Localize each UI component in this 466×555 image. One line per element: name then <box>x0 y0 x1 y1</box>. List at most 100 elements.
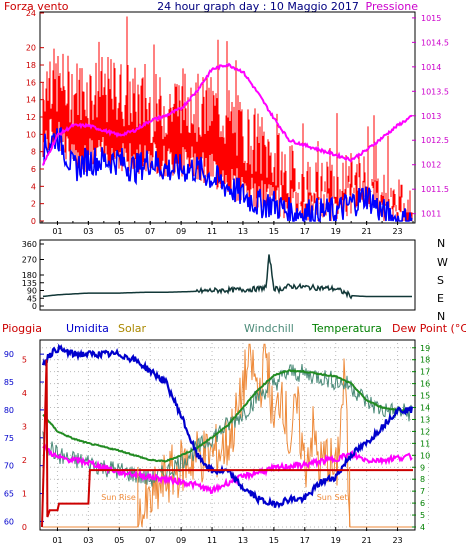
rain-y-tick-label: 2 <box>22 456 27 465</box>
wind-x-tick-label: 23 <box>392 227 402 236</box>
wind-y-tick-label: 6 <box>31 165 36 174</box>
dewpoint-label: Dew Point (°C) <box>392 322 466 335</box>
wind-y-tick-label: 0 <box>31 217 36 226</box>
direction-y-tick-label: 45 <box>27 294 37 303</box>
pressure-line <box>42 62 412 166</box>
direction-panel-frame <box>39 239 416 311</box>
rain-y-tick-label: 5 <box>22 356 27 365</box>
direction-y-tick-label: 0 <box>32 302 37 311</box>
temperature-y-tick-label: 11 <box>420 439 430 448</box>
multi-x-tick-label: 03 <box>83 536 93 545</box>
humidity-y-tick-label: 65 <box>4 490 14 499</box>
pressure-label: Pressione <box>366 0 419 13</box>
pressure-y-tick-label: 1013 <box>421 112 441 121</box>
wind-force-label: Forza vento <box>4 0 69 13</box>
temperature-y-tick-label: 19 <box>420 344 430 353</box>
compass-label: W <box>437 256 448 269</box>
temperature-line <box>42 368 413 463</box>
temperature-label: Temperatura <box>311 322 382 335</box>
solar-line <box>43 343 412 528</box>
direction-y-tick-label: 360 <box>22 240 37 249</box>
multi-x-tick-label: 05 <box>114 536 124 545</box>
wind-y-tick-label: 2 <box>31 200 36 209</box>
solar-label: Solar <box>118 322 147 335</box>
wind-x-tick-label: 07 <box>145 227 155 236</box>
temperature-y-tick-label: 5 <box>420 511 425 520</box>
compass-label: E <box>437 292 444 305</box>
compass-label: S <box>437 274 444 287</box>
multi-x-tick-label: 23 <box>392 536 402 545</box>
multi-x-tick-label: 13 <box>238 536 248 545</box>
multi-panel-frame <box>39 339 416 531</box>
wind-y-tick-label: 12 <box>26 113 36 122</box>
direction-y-tick-label: 90 <box>27 287 37 296</box>
wind-x-tick-label: 03 <box>83 227 93 236</box>
temperature-y-tick-label: 13 <box>420 415 430 424</box>
compass-label: N <box>437 310 445 323</box>
compass-label: N <box>437 237 445 250</box>
multi-x-tick-label: 19 <box>331 536 341 545</box>
wind-x-tick-label: 15 <box>269 227 279 236</box>
wind-y-tick-label: 16 <box>26 78 36 87</box>
wind-x-tick-label: 21 <box>362 227 372 236</box>
rain-label: Pioggia <box>2 322 42 335</box>
pressure-y-tick-label: 1011 <box>421 210 441 219</box>
temperature-y-tick-label: 15 <box>420 392 430 401</box>
wind-x-tick-label: 09 <box>176 227 186 236</box>
temperature-y-tick-label: 16 <box>420 380 430 389</box>
humidity-y-tick-label: 60 <box>4 517 14 526</box>
pressure-y-tick-label: 1014 <box>421 63 441 72</box>
temperature-y-tick-label: 12 <box>420 427 430 436</box>
direction-y-tick-label: 135 <box>22 279 37 288</box>
humidity-y-tick-label: 80 <box>4 406 14 415</box>
rain-y-tick-label: 3 <box>22 423 27 432</box>
wind-x-tick-label: 17 <box>300 227 310 236</box>
rain-y-tick-label: 1 <box>22 490 27 499</box>
wind-direction-line <box>42 254 412 300</box>
multi-x-tick-label: 01 <box>52 536 62 545</box>
sun-set-label: Sun Set <box>317 493 348 502</box>
multi-x-tick-label: 11 <box>207 536 217 545</box>
pressure-y-tick-label: 1011.5 <box>421 185 449 194</box>
wind-y-tick-label: 20 <box>26 44 36 53</box>
humidity-y-tick-label: 70 <box>4 462 14 471</box>
temperature-y-tick-label: 9 <box>420 463 425 472</box>
wind-y-tick-label: 18 <box>26 61 36 70</box>
temperature-y-tick-label: 18 <box>420 356 430 365</box>
wind-y-tick-label: 8 <box>31 148 36 157</box>
multi-x-tick-label: 21 <box>362 536 372 545</box>
temperature-y-tick-label: 14 <box>420 404 430 413</box>
temperature-y-tick-label: 6 <box>420 499 425 508</box>
wind-x-tick-label: 01 <box>52 227 62 236</box>
graph-title: 24 hour graph day : 10 Maggio 2017 <box>157 0 359 13</box>
wind-x-tick-label: 05 <box>114 227 124 236</box>
temperature-y-tick-label: 4 <box>420 523 425 532</box>
multi-x-tick-label: 15 <box>269 536 279 545</box>
humidity-y-tick-label: 85 <box>4 378 14 387</box>
wind-x-tick-label: 19 <box>331 227 341 236</box>
multi-x-tick-label: 07 <box>145 536 155 545</box>
temperature-y-tick-label: 10 <box>420 451 430 460</box>
pressure-y-tick-label: 1012.5 <box>421 136 449 145</box>
direction-y-tick-label: 270 <box>22 256 37 265</box>
wind-x-tick-label: 11 <box>207 227 217 236</box>
wind-y-tick-label: 10 <box>26 130 36 139</box>
pressure-y-tick-label: 1013.5 <box>421 87 449 96</box>
multi-x-tick-label: 17 <box>300 536 310 545</box>
humidity-y-tick-label: 90 <box>4 350 14 359</box>
temperature-y-tick-label: 17 <box>420 368 430 377</box>
rain-y-tick-label: 0 <box>22 523 27 532</box>
temperature-y-tick-label: 7 <box>420 487 425 496</box>
rain-line <box>41 359 413 528</box>
wind-x-tick-label: 13 <box>238 227 248 236</box>
multi-x-tick-label: 09 <box>176 536 186 545</box>
pressure-y-tick-label: 1015 <box>421 14 441 23</box>
sun-rise-label: Sun Rise <box>101 493 136 502</box>
rain-y-tick-label: 4 <box>22 389 27 398</box>
windchill-label: Windchill <box>244 322 294 335</box>
humidity-label: Umidita <box>66 322 109 335</box>
pressure-y-tick-label: 1014.5 <box>421 38 449 47</box>
pressure-y-tick-label: 1012 <box>421 161 441 170</box>
